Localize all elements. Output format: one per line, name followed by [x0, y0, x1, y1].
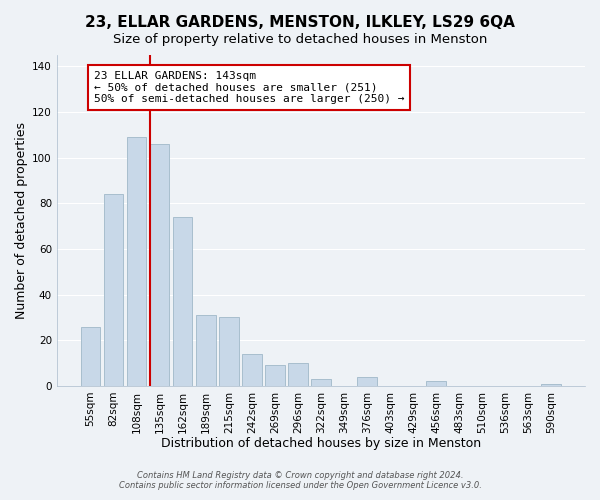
Bar: [81, 326, 100, 386]
Bar: [357, 376, 377, 386]
Bar: [196, 315, 215, 386]
Bar: [426, 382, 446, 386]
Bar: [127, 137, 146, 386]
Text: Contains HM Land Registry data © Crown copyright and database right 2024.
Contai: Contains HM Land Registry data © Crown c…: [119, 470, 481, 490]
Text: 23, ELLAR GARDENS, MENSTON, ILKLEY, LS29 6QA: 23, ELLAR GARDENS, MENSTON, ILKLEY, LS29…: [85, 15, 515, 30]
Bar: [173, 217, 193, 386]
Bar: [311, 379, 331, 386]
Bar: [150, 144, 169, 386]
Y-axis label: Number of detached properties: Number of detached properties: [15, 122, 28, 319]
Bar: [541, 384, 561, 386]
Text: Size of property relative to detached houses in Menston: Size of property relative to detached ho…: [113, 32, 487, 46]
Bar: [219, 318, 239, 386]
Text: 23 ELLAR GARDENS: 143sqm
← 50% of detached houses are smaller (251)
50% of semi-: 23 ELLAR GARDENS: 143sqm ← 50% of detach…: [94, 71, 404, 104]
Bar: [242, 354, 262, 386]
Bar: [288, 363, 308, 386]
X-axis label: Distribution of detached houses by size in Menston: Distribution of detached houses by size …: [161, 437, 481, 450]
Bar: [265, 366, 284, 386]
Bar: [104, 194, 124, 386]
